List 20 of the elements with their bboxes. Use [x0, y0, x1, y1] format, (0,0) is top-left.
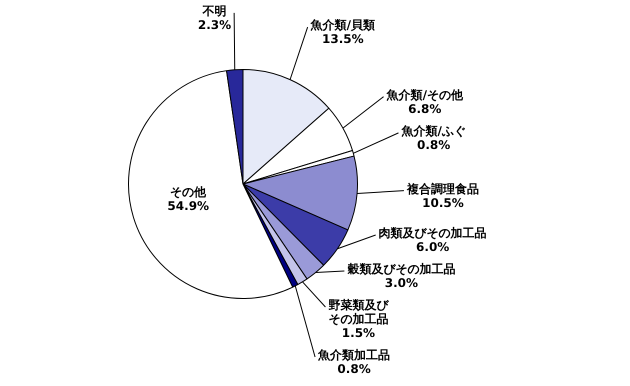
- data-label: 0.8%: [337, 362, 371, 376]
- data-label: 54.9%: [167, 198, 210, 213]
- slice-label: 魚介類/貝類: [310, 18, 376, 32]
- slice-label: 不明: [201, 4, 226, 18]
- data-label: 6.8%: [408, 102, 442, 116]
- data-label: 2.3%: [198, 18, 232, 32]
- slice-label: 穀類及びその加工品: [346, 262, 456, 276]
- data-label: 3.0%: [384, 276, 418, 290]
- data-label: 0.8%: [417, 138, 450, 152]
- data-label: 6.0%: [416, 240, 450, 254]
- slice-label: 野菜類及びその加工品: [328, 298, 390, 326]
- slice-label: 複合調理食品: [406, 182, 479, 196]
- data-label: 1.5%: [342, 326, 376, 340]
- slice-label: 魚介類/ふぐ: [400, 124, 466, 138]
- data-label: 10.5%: [422, 196, 464, 210]
- slice-label: その他: [170, 184, 208, 199]
- slice-label: 魚介類/その他: [386, 88, 464, 102]
- slice-label: 肉類及びその加工品: [378, 226, 487, 240]
- slice-label: 魚介類加工品: [317, 348, 390, 362]
- data-label: 13.5%: [322, 32, 364, 46]
